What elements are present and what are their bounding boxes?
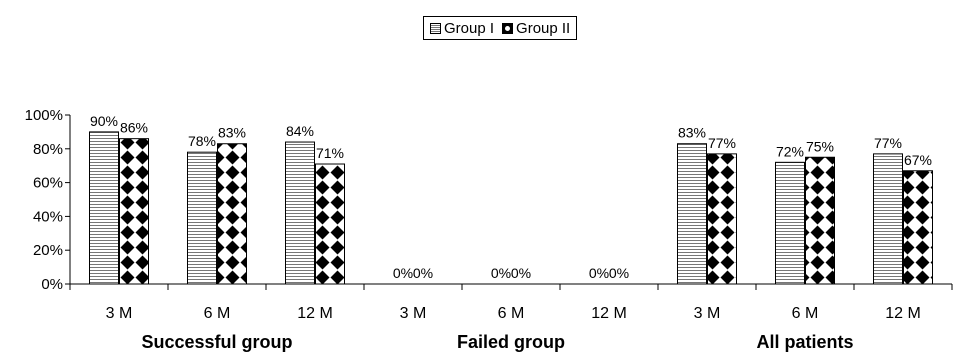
bar-group-2 [707,153,737,285]
legend-item-group-2: Group II [502,20,570,37]
bar-group-2 [217,143,247,285]
bar-group-2 [805,156,835,285]
y-tick-label: 0% [41,276,63,293]
data-label: 75% [806,138,834,154]
bar-group-1 [677,143,707,285]
legend-label-group-1: Group I [444,19,495,37]
bar-group-2 [903,170,933,285]
x-category-label: 3 M [694,305,721,322]
data-label: 0% [491,265,511,281]
data-label: 0% [609,265,629,281]
y-tick-label: 100% [25,107,63,124]
x-category-label: 6 M [204,305,231,322]
bar-group-1 [285,141,315,285]
data-label: 0% [413,265,433,281]
x-category-label: 3 M [106,305,133,322]
bar-group-1 [89,131,119,285]
legend-label-group-2: Group II [516,19,571,37]
data-label: 77% [708,135,736,151]
y-tick-label: 40% [33,208,63,225]
legend-swatch-group-2 [502,22,514,34]
data-label: 0% [511,265,531,281]
data-label: 0% [589,265,609,281]
x-category-label: 12 M [297,305,333,322]
group-label: Successful group [141,332,292,352]
bar-group-2 [315,163,345,285]
bar-group-1 [873,153,903,285]
bar-group-2 [119,138,149,285]
y-tick-label: 20% [33,242,63,259]
x-category-label: 6 M [792,305,819,322]
legend-swatch-group-1 [430,22,441,34]
data-label: 71% [316,145,344,161]
data-label: 78% [188,133,216,149]
bar-group-1 [187,151,217,285]
data-label: 77% [874,135,902,151]
legend: Group I Group II [423,16,578,40]
group-label: Failed group [457,332,565,352]
data-label: 83% [218,125,246,141]
data-label: 90% [90,113,118,129]
data-label: 67% [904,152,932,168]
bar-group-1 [775,161,805,285]
data-label: 86% [120,120,148,136]
data-label: 72% [776,143,804,159]
x-category-label: 12 M [591,305,627,322]
y-tick-label: 80% [33,141,63,158]
bars [89,131,933,285]
data-label: 84% [286,123,314,139]
labels: 3 M90% 86%6 M78%83%12 M84%71%Successful g… [90,113,932,352]
data-label: 83% [678,125,706,141]
legend-item-group-1: Group I [430,20,494,37]
x-category-label: 3 M [400,305,427,322]
x-category-label: 12 M [885,305,921,322]
y-tick-label: 60% [33,175,63,192]
group-label: All patients [756,332,853,352]
data-label: 0% [393,265,413,281]
x-category-label: 6 M [498,305,525,322]
